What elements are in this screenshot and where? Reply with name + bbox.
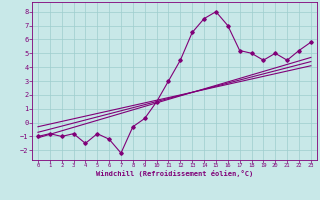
- X-axis label: Windchill (Refroidissement éolien,°C): Windchill (Refroidissement éolien,°C): [96, 170, 253, 177]
